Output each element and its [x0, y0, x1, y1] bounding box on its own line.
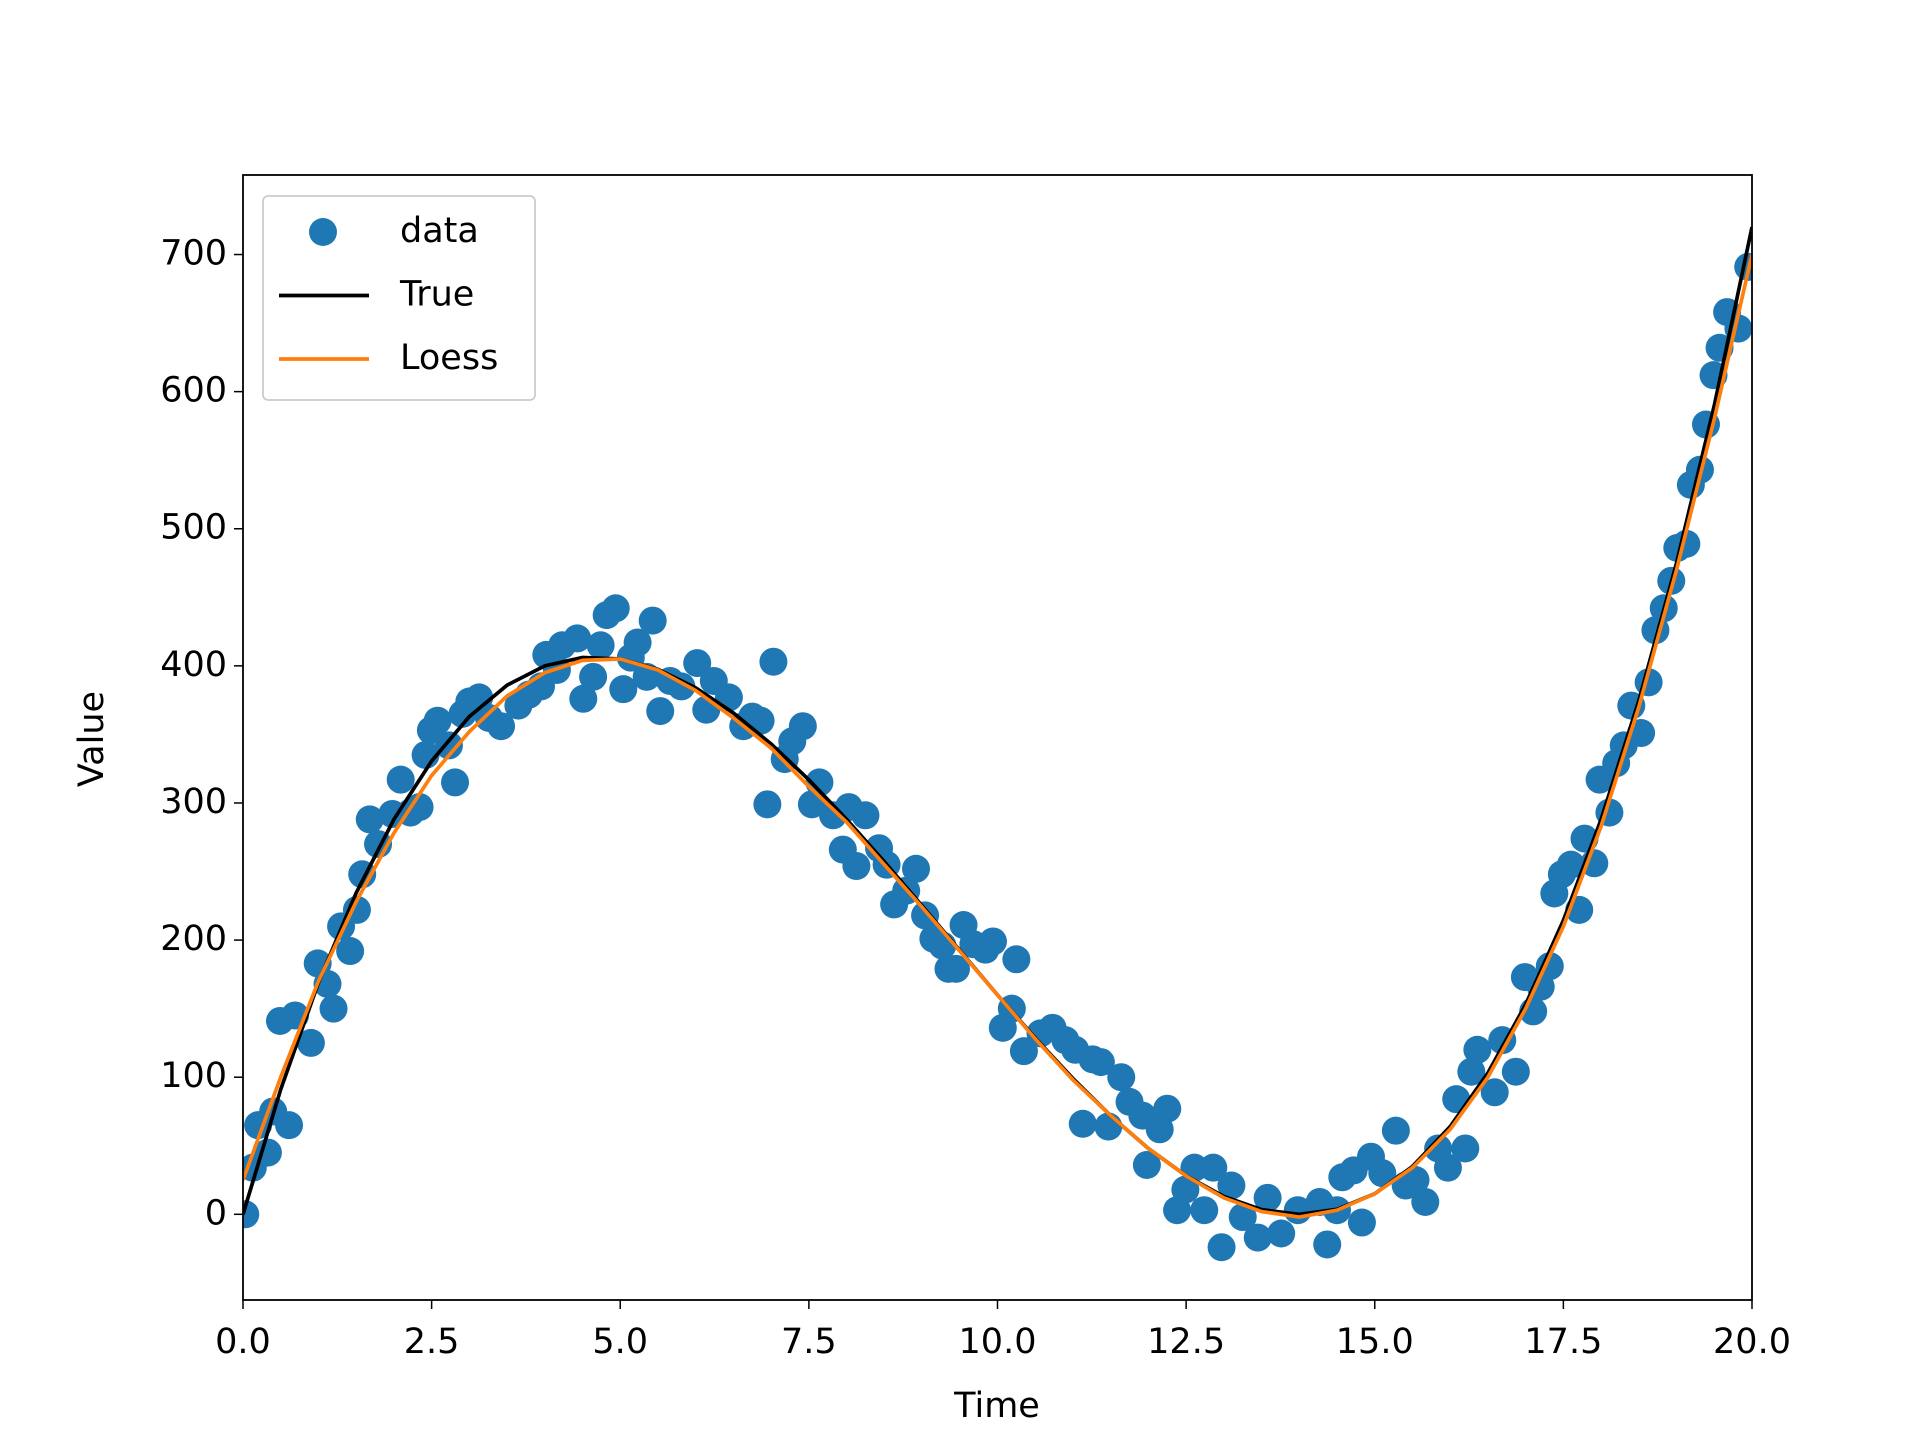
data-point	[1347, 1208, 1376, 1237]
data-point	[1501, 1057, 1530, 1086]
data-point	[1457, 1057, 1486, 1086]
data-point	[1132, 1150, 1161, 1179]
data-point	[1199, 1153, 1228, 1182]
data-point	[563, 624, 592, 653]
y-tick-label: 600	[160, 371, 227, 411]
data-point	[569, 684, 598, 713]
data-point	[1267, 1219, 1296, 1248]
data-point	[646, 697, 675, 726]
data-point	[319, 994, 348, 1023]
data-point	[1433, 1153, 1462, 1182]
data-point	[759, 647, 788, 676]
y-tick-label: 200	[160, 919, 227, 959]
x-axis-label: Time	[953, 1386, 1040, 1426]
data-point	[1313, 1230, 1342, 1259]
data-point	[441, 768, 470, 797]
data-point	[1086, 1048, 1115, 1077]
legend-label: True	[399, 275, 474, 315]
x-tick-label: 0.0	[215, 1322, 271, 1362]
data-point	[978, 927, 1007, 956]
data-point	[243, 1200, 260, 1229]
data-point	[638, 606, 667, 635]
data-point	[1243, 1223, 1272, 1252]
data-point	[355, 805, 384, 834]
axes-frame	[242, 174, 1753, 1301]
data-point	[1451, 1134, 1480, 1163]
data-point	[586, 631, 615, 660]
data-point	[405, 793, 434, 822]
data-point	[423, 706, 452, 735]
y-tick-label: 0	[205, 1193, 227, 1233]
plot-area	[243, 226, 1752, 1262]
data-point	[902, 854, 931, 883]
data-point	[911, 901, 940, 930]
data-point	[1381, 1116, 1410, 1145]
data-point	[1002, 945, 1031, 974]
data-point	[1207, 1233, 1236, 1262]
data-point	[683, 649, 712, 678]
data-point	[1009, 1037, 1038, 1066]
data-point	[275, 1111, 304, 1140]
x-tick-label: 5.0	[592, 1322, 648, 1362]
x-tick-label: 2.5	[404, 1322, 460, 1362]
data-point	[842, 852, 871, 881]
data-point	[1171, 1175, 1200, 1204]
data-point	[928, 931, 957, 960]
data-point	[487, 712, 516, 741]
x-tick-label: 7.5	[781, 1322, 837, 1362]
data-point	[296, 1028, 325, 1057]
data-point	[1368, 1159, 1397, 1188]
data-point	[942, 954, 971, 983]
data-point	[1411, 1187, 1440, 1216]
data-point	[1153, 1094, 1182, 1123]
x-tick-label: 20.0	[1713, 1322, 1791, 1362]
legend-label: data	[400, 211, 479, 251]
data-point	[1228, 1203, 1257, 1232]
x-tick-label: 10.0	[959, 1322, 1037, 1362]
data-point	[623, 628, 652, 657]
data-point	[753, 790, 782, 819]
line-series	[243, 254, 1752, 1219]
data-point	[788, 712, 817, 741]
x-tick-label: 12.5	[1147, 1322, 1225, 1362]
data-point	[1094, 1112, 1123, 1141]
data-point	[434, 731, 463, 760]
data-point	[851, 801, 880, 830]
y-tick-label: 100	[160, 1056, 227, 1096]
legend-box	[262, 195, 536, 401]
data-point	[1190, 1196, 1219, 1225]
y-tick-label: 500	[160, 508, 227, 548]
legend-label: Loess	[400, 338, 498, 378]
data-point	[1217, 1171, 1246, 1200]
data-point	[601, 594, 630, 623]
y-tick-label: 700	[160, 234, 227, 274]
data-point	[386, 765, 415, 794]
x-tick-label: 17.5	[1524, 1322, 1602, 1362]
data-point	[1107, 1063, 1136, 1092]
y-tick-label: 300	[160, 782, 227, 822]
x-tick-label: 15.0	[1336, 1322, 1414, 1362]
data-point	[1480, 1078, 1509, 1107]
data-point	[1401, 1166, 1430, 1195]
data-point	[336, 937, 365, 966]
y-axis-label: Value	[72, 691, 112, 787]
y-tick-label: 400	[160, 645, 227, 685]
data-point	[1253, 1183, 1282, 1212]
data-point	[1068, 1109, 1097, 1138]
data-point	[1556, 850, 1585, 879]
data-point	[579, 662, 608, 691]
legend-marker	[309, 218, 337, 246]
data-point	[609, 675, 638, 704]
data-point	[1463, 1035, 1492, 1064]
